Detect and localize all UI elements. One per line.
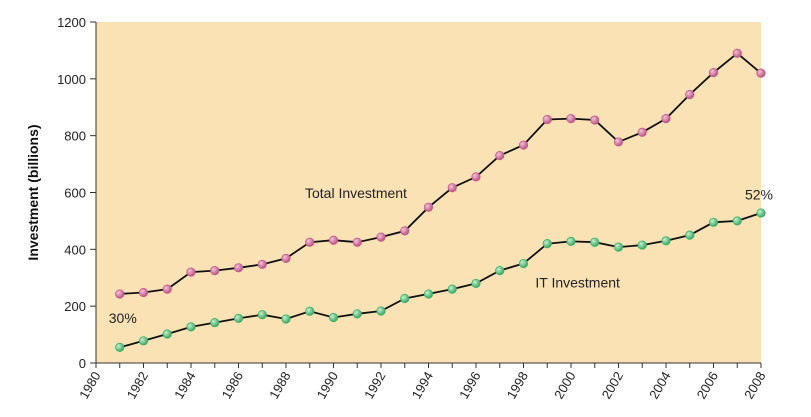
x-tick-label: 2008 [741,369,768,402]
series-line-total-investment [119,52,762,295]
x-tick-label: 1982 [124,369,151,402]
data-point-total-investment [257,259,267,269]
series-label-it-investment: IT Investment [535,275,620,291]
data-point-it-investment [590,237,600,247]
data-point-it-investment [637,240,647,250]
data-point-total-investment [661,114,671,124]
data-point-it-investment [115,342,125,352]
x-tick-label: 2004 [646,369,673,402]
data-point-it-investment [566,236,576,246]
data-point-it-investment [542,239,552,249]
data-point-it-investment [328,312,339,323]
data-point-total-investment [708,67,719,78]
data-point-total-investment [233,263,244,273]
x-tick-label: 1996 [456,369,483,402]
data-point-it-investment [400,293,410,304]
x-tick-label: 1998 [504,369,531,402]
x-tick-label: 2002 [599,369,626,402]
x-tick-label: 1990 [314,369,341,402]
data-point-total-investment [756,68,766,78]
x-tick-label: 1988 [266,369,293,402]
x-tick-label: 1980 [76,369,103,402]
y-tick-label: 600 [64,186,86,201]
y-axis-label: Investment (billions) [25,124,41,260]
data-point-it-investment [756,208,766,218]
data-point-it-investment [613,242,624,252]
data-point-it-investment [138,336,149,346]
data-point-total-investment [376,232,386,242]
data-point-total-investment [518,140,529,150]
data-point-it-investment [376,306,386,316]
data-point-total-investment [637,127,647,137]
annotation-end-percent: 52% [745,187,773,203]
data-point-total-investment [495,150,505,161]
y-tick-label: 400 [64,242,86,257]
data-point-total-investment [732,48,742,58]
data-point-total-investment [685,89,695,100]
plot-area [96,22,761,363]
data-point-it-investment [661,236,671,246]
data-point-total-investment [305,237,315,247]
x-tick-label: 1994 [409,369,436,402]
x-tick-label: 1986 [219,369,246,402]
data-point-it-investment [423,289,434,299]
series-label-total-investment: Total Investment [305,185,407,201]
data-point-total-investment [138,287,149,298]
data-point-it-investment [186,322,196,332]
data-point-it-investment [495,266,505,276]
x-tick-label: 1984 [171,369,198,402]
data-point-total-investment [328,235,339,245]
data-point-it-investment [447,284,457,294]
data-point-total-investment [162,284,172,294]
data-point-total-investment [590,115,600,125]
series-points [115,48,766,352]
data-point-it-investment [233,313,244,323]
data-point-it-investment [210,318,220,328]
data-point-total-investment [542,114,552,125]
data-point-it-investment [732,216,742,226]
chart-labels: Investment (billions) Total Investment I… [25,124,773,326]
series-line-it-investment [119,212,762,349]
y-tick-label: 800 [64,129,86,144]
data-point-total-investment [471,172,481,182]
data-point-total-investment [352,237,362,247]
data-point-it-investment [685,230,695,240]
data-point-total-investment [400,226,410,236]
x-tick-label: 2006 [694,369,721,402]
data-point-total-investment [281,253,291,264]
data-point-it-investment [352,309,362,319]
data-point-total-investment [613,137,624,147]
data-point-total-investment [115,289,125,299]
data-point-it-investment [281,314,291,324]
y-tick-label: 1200 [57,15,86,30]
y-tick-label: 1000 [57,72,86,87]
data-point-total-investment [186,267,196,277]
data-point-total-investment [447,183,457,193]
series-lines [119,52,762,349]
x-tick-label: 2000 [551,369,578,402]
y-tick-label: 0 [79,356,86,371]
data-point-it-investment [162,329,172,339]
data-point-it-investment [518,258,529,269]
data-point-total-investment [423,202,434,212]
x-axis-ticks: 1980 1982 1984 1986 1988 1990 1992 1994 1996 1998… [76,363,769,402]
data-point-it-investment [305,306,315,316]
data-point-it-investment [708,217,719,227]
y-tick-label: 200 [64,299,86,314]
x-tick-label: 1992 [361,369,388,402]
data-point-it-investment [471,278,481,289]
data-point-it-investment [257,310,267,320]
data-point-total-investment [566,114,576,124]
y-axis-ticks: 0 200 400 600 800 1000 1200 [57,15,96,371]
data-point-total-investment [210,266,220,276]
annotation-start-percent: 30% [109,310,137,326]
